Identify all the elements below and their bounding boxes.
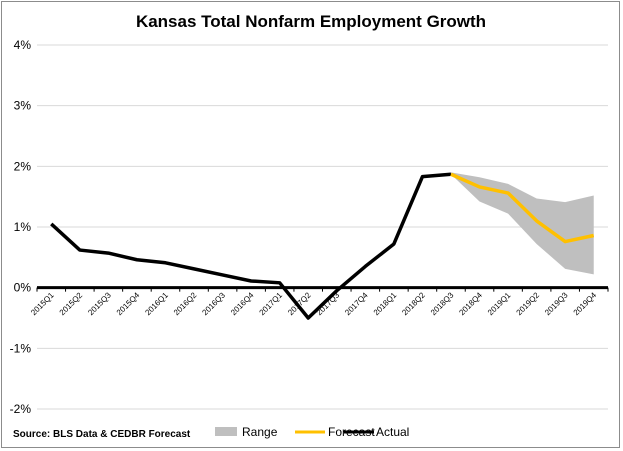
zero-axis: [36, 286, 609, 292]
x-tick-label: 2018Q1: [372, 290, 399, 317]
x-tick-label: 2018Q4: [457, 290, 484, 317]
range-band-layer: [450, 172, 594, 275]
legend-label-actual: Actual: [376, 425, 409, 439]
source-note: Source: BLS Data & CEDBR Forecast: [13, 429, 191, 440]
actual-series-line: [50, 172, 452, 320]
y-tick-label: 0%: [14, 281, 32, 295]
x-tick-label: 2019Q3: [543, 290, 570, 317]
x-tick-label: 2016Q3: [200, 290, 227, 317]
y-tick-label: -2%: [10, 402, 32, 416]
x-tick-label: 2018Q2: [400, 290, 427, 317]
legend-label-range: Range: [242, 425, 278, 439]
x-tick-label: 2015Q2: [58, 290, 85, 317]
x-tick-label: 2017Q1: [258, 290, 285, 317]
y-tick-label: -1%: [10, 341, 32, 355]
x-tick-label: 2015Q1: [29, 290, 56, 317]
chart-title: Kansas Total Nonfarm Employment Growth: [136, 12, 486, 31]
y-tick-label: 3%: [14, 99, 32, 113]
x-tick-label: 2017Q3: [315, 290, 342, 317]
x-tick-label: 2018Q3: [429, 290, 456, 317]
x-tick-label: 2019Q1: [486, 290, 513, 317]
y-axis-tick-labels: 4% 3% 2% 1% 0% -1% -2%: [10, 38, 32, 416]
series-lines: [50, 172, 595, 320]
legend: Range Forecast Actual: [215, 425, 409, 439]
y-tick-label: 1%: [14, 220, 32, 234]
x-tick-label: 2017Q4: [343, 290, 370, 317]
y-tick-label: 4%: [14, 38, 32, 52]
x-tick-label: 2019Q4: [572, 290, 599, 317]
y-tick-label: 2%: [14, 159, 32, 173]
gridlines: [37, 44, 608, 410]
x-tick-label: 2016Q2: [172, 290, 199, 317]
range-band: [450, 172, 594, 275]
forecast-series-line: [450, 172, 595, 244]
x-tick-label: 2016Q4: [229, 290, 256, 317]
x-tick-label: 2016Q1: [143, 290, 170, 317]
legend-swatch-range: [215, 427, 237, 436]
x-tick-label: 2015Q3: [86, 290, 113, 317]
x-tick-label: 2019Q2: [515, 290, 542, 317]
x-tick-label: 2015Q4: [115, 290, 142, 317]
